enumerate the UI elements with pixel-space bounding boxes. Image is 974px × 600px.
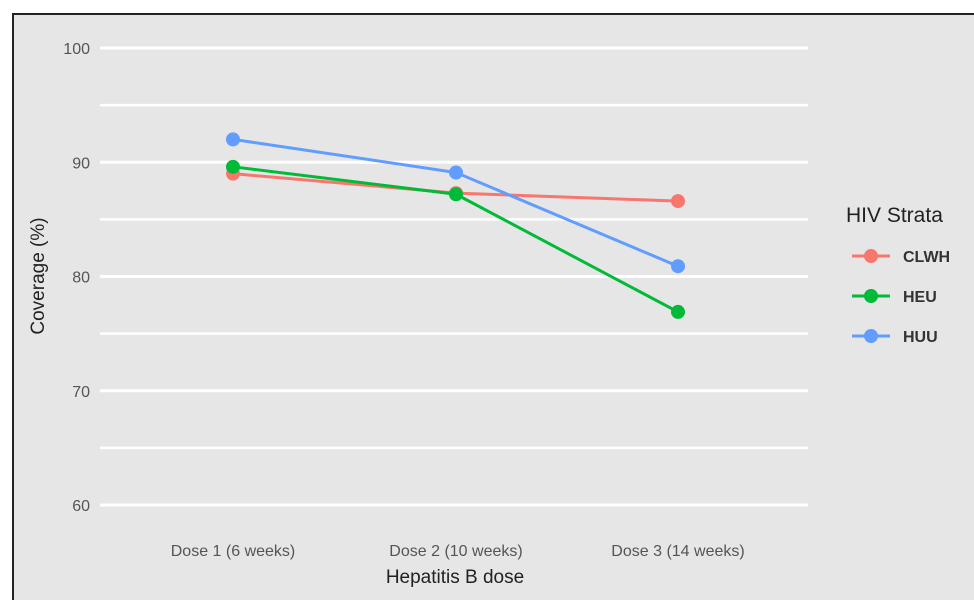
series-line-huu [232, 137, 679, 268]
y-tick-labels: 60 70 80 90 100 [63, 41, 90, 515]
y-tick-label: 100 [63, 41, 90, 58]
data-point-huu [449, 165, 463, 180]
x-tick-label: Dose 3 (14 weeks) [611, 543, 744, 560]
data-point-heu [671, 304, 685, 319]
legend-key-point [864, 329, 878, 343]
x-tick-label: Dose 2 (10 weeks) [389, 543, 522, 560]
series-lines [226, 132, 685, 319]
chart-frame [12, 13, 974, 600]
data-point-heu [449, 187, 463, 202]
y-tick-label: 90 [72, 155, 90, 172]
x-axis-title: Hepatitis B dose [386, 567, 524, 588]
data-point-huu [226, 132, 240, 147]
grid-lines [100, 46, 808, 507]
x-tick-labels: Dose 1 (6 weeks) Dose 2 (10 weeks) Dose 3 … [171, 543, 745, 560]
y-tick-label: 60 [72, 498, 90, 515]
legend-label: HUU [903, 329, 938, 346]
legend-label: HEU [903, 289, 937, 306]
legend: CLWH HEU HUU [852, 249, 950, 346]
legend-label: CLWH [903, 249, 950, 266]
legend-key-point [864, 249, 878, 263]
y-tick-label: 80 [72, 270, 90, 287]
legend-key-point [864, 289, 878, 303]
y-axis-title: Coverage (%) [28, 217, 49, 334]
x-tick-label: Dose 1 (6 weeks) [171, 543, 296, 560]
y-tick-label: 70 [72, 384, 90, 401]
legend-title: HIV Strata [846, 204, 943, 227]
data-point-huu [671, 259, 685, 274]
data-point-clwh [671, 194, 685, 209]
data-point-heu [226, 159, 240, 174]
